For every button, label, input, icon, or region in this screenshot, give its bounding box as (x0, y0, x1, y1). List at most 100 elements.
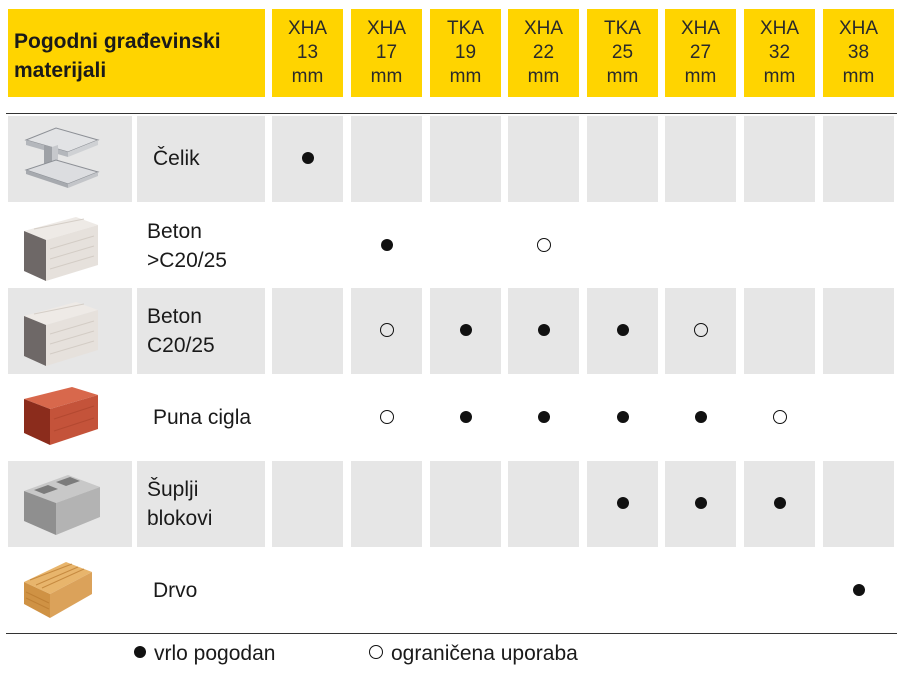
column-header-unit: mm (763, 66, 796, 87)
concrete-block-icon (22, 213, 100, 288)
material-name-cell (137, 461, 265, 547)
material-name: Drvo (153, 576, 197, 605)
full-dot-icon (538, 324, 550, 336)
column-header: XHA 13 mm (272, 9, 343, 97)
header-title-line2: materijali (14, 59, 107, 82)
material-icon-cell (8, 461, 132, 547)
full-dot-icon (617, 324, 629, 336)
table-cell (272, 461, 343, 547)
table-cell (272, 288, 343, 374)
column-header-size: 32 (768, 42, 791, 63)
column-header-type: XHA (523, 18, 564, 39)
concrete-block-icon (22, 298, 100, 373)
full-dot-icon (617, 497, 629, 509)
column-header-size: 25 (611, 42, 634, 63)
material-name-cell (137, 116, 265, 202)
table-cell (430, 461, 501, 547)
legend-full: vrlo pogodan (134, 642, 275, 666)
column-header-unit: mm (606, 66, 639, 87)
material-name-line2: C20/25 (147, 334, 215, 357)
material-name: Čelik (153, 144, 200, 173)
column-header: TKA 25 mm (587, 9, 658, 97)
column-header-type: XHA (287, 18, 328, 39)
column-header: XHA 32 mm (744, 9, 815, 97)
column-header-type: TKA (604, 18, 641, 39)
material-name: Beton C20/25 (147, 302, 215, 360)
column-header-type: XHA (759, 18, 800, 39)
column-header-unit: mm (684, 66, 717, 87)
material-name-line1: Beton (147, 305, 202, 328)
table-cell (823, 116, 894, 202)
full-dot-icon (774, 497, 786, 509)
full-dot-icon (460, 411, 472, 423)
column-header-unit: mm (370, 66, 403, 87)
full-dot-icon (134, 646, 146, 659)
column-header-size: 19 (454, 42, 477, 63)
table-cell (744, 116, 815, 202)
open-dot-icon (773, 410, 787, 424)
material-name: Puna cigla (153, 403, 251, 432)
material-name-line1: Beton (147, 220, 202, 243)
open-dot-icon (380, 323, 394, 337)
hollow-block-icon (22, 471, 102, 542)
wood-icon (22, 558, 94, 625)
open-dot-icon (380, 410, 394, 424)
column-header: XHA 27 mm (665, 9, 736, 97)
legend-open-label: ograničena uporaba (391, 642, 578, 665)
material-name-line2: >C20/25 (147, 249, 227, 272)
column-header-size: 27 (689, 42, 712, 63)
column-header: XHA 22 mm (508, 9, 579, 97)
table-cell (823, 288, 894, 374)
steel-beam-icon (22, 126, 102, 193)
material-icon-cell (8, 203, 132, 289)
solid-brick-icon (22, 385, 100, 452)
material-name: Šuplji blokovi (147, 475, 212, 533)
full-dot-icon (695, 497, 707, 509)
bottom-divider (6, 633, 897, 634)
material-name: Beton >C20/25 (147, 217, 227, 275)
full-dot-icon (695, 411, 707, 423)
column-header-size: 13 (296, 42, 319, 63)
table-cell (351, 461, 422, 547)
column-header-unit: mm (449, 66, 482, 87)
open-dot-icon (694, 323, 708, 337)
material-name-line1: Puna cigla (153, 406, 252, 429)
column-header-unit: mm (842, 66, 875, 87)
column-header: TKA 19 mm (430, 9, 501, 97)
legend-full-label: vrlo pogodan (154, 642, 276, 665)
column-header-unit: mm (527, 66, 560, 87)
column-header-size: 22 (532, 42, 555, 63)
full-dot-icon (538, 411, 550, 423)
material-name-line1: Čelik (153, 147, 200, 170)
table-cell (351, 116, 422, 202)
column-header-type: TKA (447, 18, 484, 39)
open-dot-icon (369, 645, 383, 660)
open-dot-icon (537, 238, 551, 252)
material-icon-cell (8, 548, 132, 634)
full-dot-icon (853, 584, 865, 596)
table-cell (665, 116, 736, 202)
table-cell (508, 461, 579, 547)
column-header-size: 38 (847, 42, 870, 63)
material-icon-cell (8, 288, 132, 374)
table-cell (508, 116, 579, 202)
material-icon-cell (8, 116, 132, 202)
top-divider (6, 113, 897, 114)
column-header-unit: mm (291, 66, 324, 87)
full-dot-icon (460, 324, 472, 336)
full-dot-icon (302, 152, 314, 164)
full-dot-icon (381, 239, 393, 251)
material-name-line1: Drvo (153, 579, 198, 602)
material-name-cell (137, 288, 265, 374)
column-header-type: XHA (680, 18, 721, 39)
header-title: Pogodni građevinski materijali (8, 9, 265, 97)
full-dot-icon (617, 411, 629, 423)
material-name-line1: Šuplji (147, 478, 199, 501)
legend-open: ograničena uporaba (369, 642, 578, 666)
header-title-line1: Pogodni građevinski (14, 30, 221, 53)
column-header: XHA 17 mm (351, 9, 422, 97)
table-cell (744, 288, 815, 374)
material-icon-cell (8, 375, 132, 461)
table-cell (587, 116, 658, 202)
table-cell (823, 461, 894, 547)
